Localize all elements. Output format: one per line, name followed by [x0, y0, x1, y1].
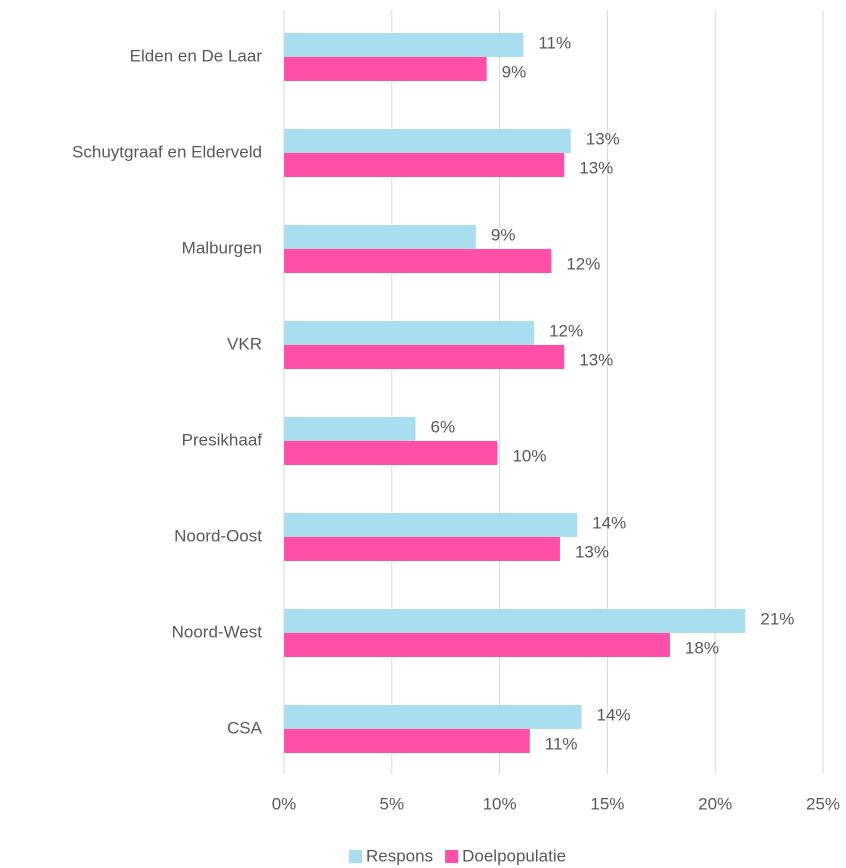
y-tick-label: VKR: [227, 334, 262, 353]
y-tick-label: Elden en De Laar: [130, 46, 263, 65]
legend-swatch: [349, 850, 362, 863]
bar: [284, 609, 746, 633]
x-tick-label: 10%: [483, 794, 517, 813]
legend-swatch: [445, 850, 459, 863]
data-label: 10%: [512, 446, 546, 465]
x-tick-label: 15%: [590, 794, 624, 813]
bar: [284, 537, 560, 561]
bar: [284, 633, 670, 657]
y-tick-label: Noord-Oost: [174, 526, 262, 545]
data-label: 14%: [597, 705, 631, 724]
bar: [284, 441, 498, 465]
bar: [284, 513, 578, 537]
legend-label: Doelpopulatie: [462, 846, 566, 865]
y-tick-label: Malburgen: [182, 238, 262, 257]
data-label: 14%: [592, 513, 626, 532]
data-label: 9%: [491, 225, 516, 244]
data-label: 13%: [586, 129, 620, 148]
y-tick-label: Schuytgraaf en Elderveld: [72, 142, 262, 161]
x-tick-label: 25%: [806, 794, 840, 813]
x-tick-label: 20%: [698, 794, 732, 813]
data-label: 11%: [538, 33, 571, 52]
bar: [284, 129, 571, 153]
bar: [284, 321, 535, 345]
bar: [284, 417, 416, 441]
data-label: 13%: [575, 542, 609, 561]
data-label: 21%: [760, 609, 794, 628]
bar: [284, 57, 487, 81]
x-tick-label: 5%: [380, 794, 405, 813]
data-label: 11%: [545, 734, 578, 753]
data-label: 6%: [431, 417, 456, 436]
data-label: 12%: [549, 321, 583, 340]
bar: [284, 345, 565, 369]
bar: [284, 249, 552, 273]
data-label: 18%: [685, 638, 719, 657]
bar: [284, 705, 582, 729]
data-label: 13%: [579, 350, 613, 369]
data-label: 12%: [566, 254, 600, 273]
y-tick-label: CSA: [227, 718, 263, 737]
y-tick-label: Presikhaaf: [182, 430, 263, 449]
bar: [284, 33, 524, 57]
bar: [284, 225, 476, 249]
data-label: 9%: [502, 62, 527, 81]
data-label: 13%: [579, 158, 613, 177]
legend-label: Respons: [366, 846, 433, 865]
x-tick-label: 0%: [272, 794, 297, 813]
y-tick-label: Noord-West: [172, 622, 263, 641]
bar: [284, 153, 565, 177]
bar: [284, 729, 530, 753]
